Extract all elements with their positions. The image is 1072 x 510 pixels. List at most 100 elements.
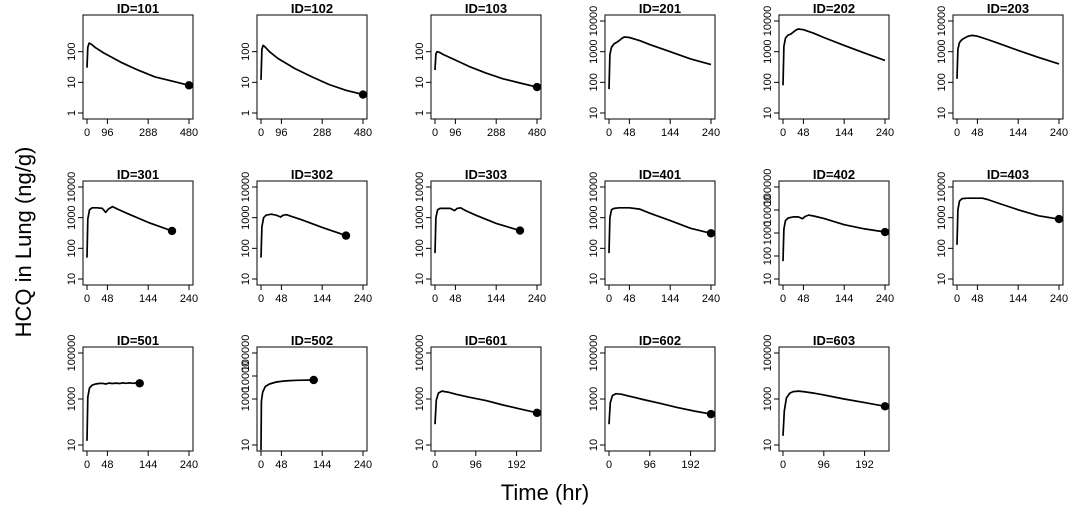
y-tick-label: 10 xyxy=(414,76,426,88)
plot-frame xyxy=(604,180,716,286)
plot-frame xyxy=(778,180,890,286)
y-tick-label: 100 xyxy=(588,239,600,257)
x-tick-label: 144 xyxy=(139,293,157,305)
x-tick-label: 0 xyxy=(606,293,612,305)
x-tick-label: 144 xyxy=(313,293,331,305)
x-tick-label: 48 xyxy=(971,293,983,305)
x-tick-label: 0 xyxy=(84,127,90,139)
plot-frame xyxy=(430,346,542,452)
x-tick-label: 240 xyxy=(876,127,894,139)
observed-point xyxy=(532,82,542,92)
y-tick-label: 100 xyxy=(936,73,948,91)
x-tick-label: 0 xyxy=(432,127,438,139)
x-tick-label: 96 xyxy=(449,127,461,139)
y-tick-label: 10000 xyxy=(588,6,600,37)
x-tick-label: 0 xyxy=(780,459,786,471)
chart-panel: ID=303 0 48 144 240 10 100 1000 10000 xyxy=(414,167,546,305)
x-tick-label: 240 xyxy=(1050,127,1068,139)
y-tick-label: 1000 xyxy=(762,387,774,411)
plot-frame xyxy=(256,180,368,286)
y-tick-label: 1000 xyxy=(936,205,948,229)
y-tick-label: 100 xyxy=(66,42,78,60)
chart-panel: ID=101 0 96 288 480 1 10 100 xyxy=(66,1,198,139)
plot-frame xyxy=(604,346,716,452)
x-tick-label: 0 xyxy=(84,459,90,471)
x-tick-label: 144 xyxy=(313,459,331,471)
y-tick-label: 100000 xyxy=(588,335,600,372)
y-tick-label: 10 xyxy=(762,107,774,119)
panel-title: ID=101 xyxy=(117,1,159,16)
chart-panel: ID=202 0 48 144 240 10 100 1000 10000 xyxy=(762,1,894,139)
y-tick-label: 100 xyxy=(936,239,948,257)
y-tick-label: 10 xyxy=(66,76,78,88)
panel-title: ID=403 xyxy=(987,167,1029,182)
x-tick-label: 96 xyxy=(644,459,656,471)
panel-title: ID=303 xyxy=(465,167,507,182)
panel-title: ID=102 xyxy=(291,1,333,16)
series-line xyxy=(260,213,347,258)
x-tick-label: 96 xyxy=(275,127,287,139)
x-tick-label: 240 xyxy=(528,293,546,305)
x-tick-label: 240 xyxy=(702,293,720,305)
y-tick-label: 10 xyxy=(588,107,600,119)
series-line xyxy=(956,34,1060,79)
y-tick-label: 100000 xyxy=(240,335,252,372)
y-tick-label: 1000 xyxy=(588,205,600,229)
x-tick-label: 0 xyxy=(954,127,960,139)
y-tick-label: 1 xyxy=(66,110,78,116)
x-tick-label: 240 xyxy=(180,459,198,471)
series-line xyxy=(434,206,521,254)
observed-point xyxy=(341,231,351,240)
panel-title: ID=501 xyxy=(117,333,159,348)
observed-point xyxy=(532,408,542,418)
y-axis-label: HCQ in Lung (ng/g) xyxy=(11,146,36,338)
x-tick-label: 192 xyxy=(507,459,525,471)
series-line xyxy=(434,390,538,425)
y-tick-label: 100 xyxy=(762,247,774,265)
observed-point xyxy=(167,226,177,236)
series-line xyxy=(86,42,190,87)
chart-panel: ID=201 0 48 144 240 10 100 1000 10000 xyxy=(588,1,720,139)
y-tick-label: 10 xyxy=(414,439,426,451)
x-tick-label: 48 xyxy=(623,293,635,305)
series-line xyxy=(782,390,886,436)
panel-title: ID=602 xyxy=(639,333,681,348)
y-tick-label: 1000 xyxy=(240,387,252,411)
chart-panel: ID=302 0 48 144 240 10 100 1000 10000 xyxy=(240,167,372,305)
series-line xyxy=(86,382,140,441)
series-line xyxy=(260,44,364,96)
x-tick-label: 240 xyxy=(354,293,372,305)
observed-point xyxy=(515,226,525,235)
chart-panel: ID=403 0 48 144 240 10 100 1000 10000 xyxy=(936,167,1068,305)
observed-point xyxy=(309,375,318,385)
y-tick-label: 10 xyxy=(240,76,252,88)
x-tick-label: 0 xyxy=(780,293,786,305)
observed-point xyxy=(706,409,716,419)
x-tick-label: 48 xyxy=(275,459,287,471)
y-tick-label: 100 xyxy=(588,73,600,91)
y-tick-label: 100 xyxy=(414,239,426,257)
x-tick-label: 288 xyxy=(487,127,505,139)
x-tick-label: 240 xyxy=(1050,293,1068,305)
x-tick-label: 240 xyxy=(702,127,720,139)
y-tick-label: 10 xyxy=(414,273,426,285)
panel-title: ID=402 xyxy=(813,167,855,182)
chart-panel: ID=601 0 96 192 10 1000 100000 xyxy=(414,333,542,471)
y-tick-label: 10 xyxy=(588,439,600,451)
y-tick-label: 100000 xyxy=(762,335,774,372)
panel-title: ID=103 xyxy=(465,1,507,16)
x-tick-label: 48 xyxy=(101,293,113,305)
y-tick-label: 10 xyxy=(762,439,774,451)
series-line xyxy=(86,205,173,258)
chart-panel: ID=102 0 96 288 480 1 10 100 xyxy=(240,1,372,139)
x-tick-label: 48 xyxy=(797,127,809,139)
x-tick-label: 144 xyxy=(1009,127,1027,139)
x-tick-label: 192 xyxy=(855,459,873,471)
x-tick-label: 288 xyxy=(313,127,331,139)
y-tick-label: 10 xyxy=(240,439,252,451)
x-tick-label: 48 xyxy=(971,127,983,139)
y-tick-label: 10 xyxy=(66,273,78,285)
y-tick-label: 10000 xyxy=(414,172,426,203)
y-tick-label: 100 xyxy=(66,239,78,257)
